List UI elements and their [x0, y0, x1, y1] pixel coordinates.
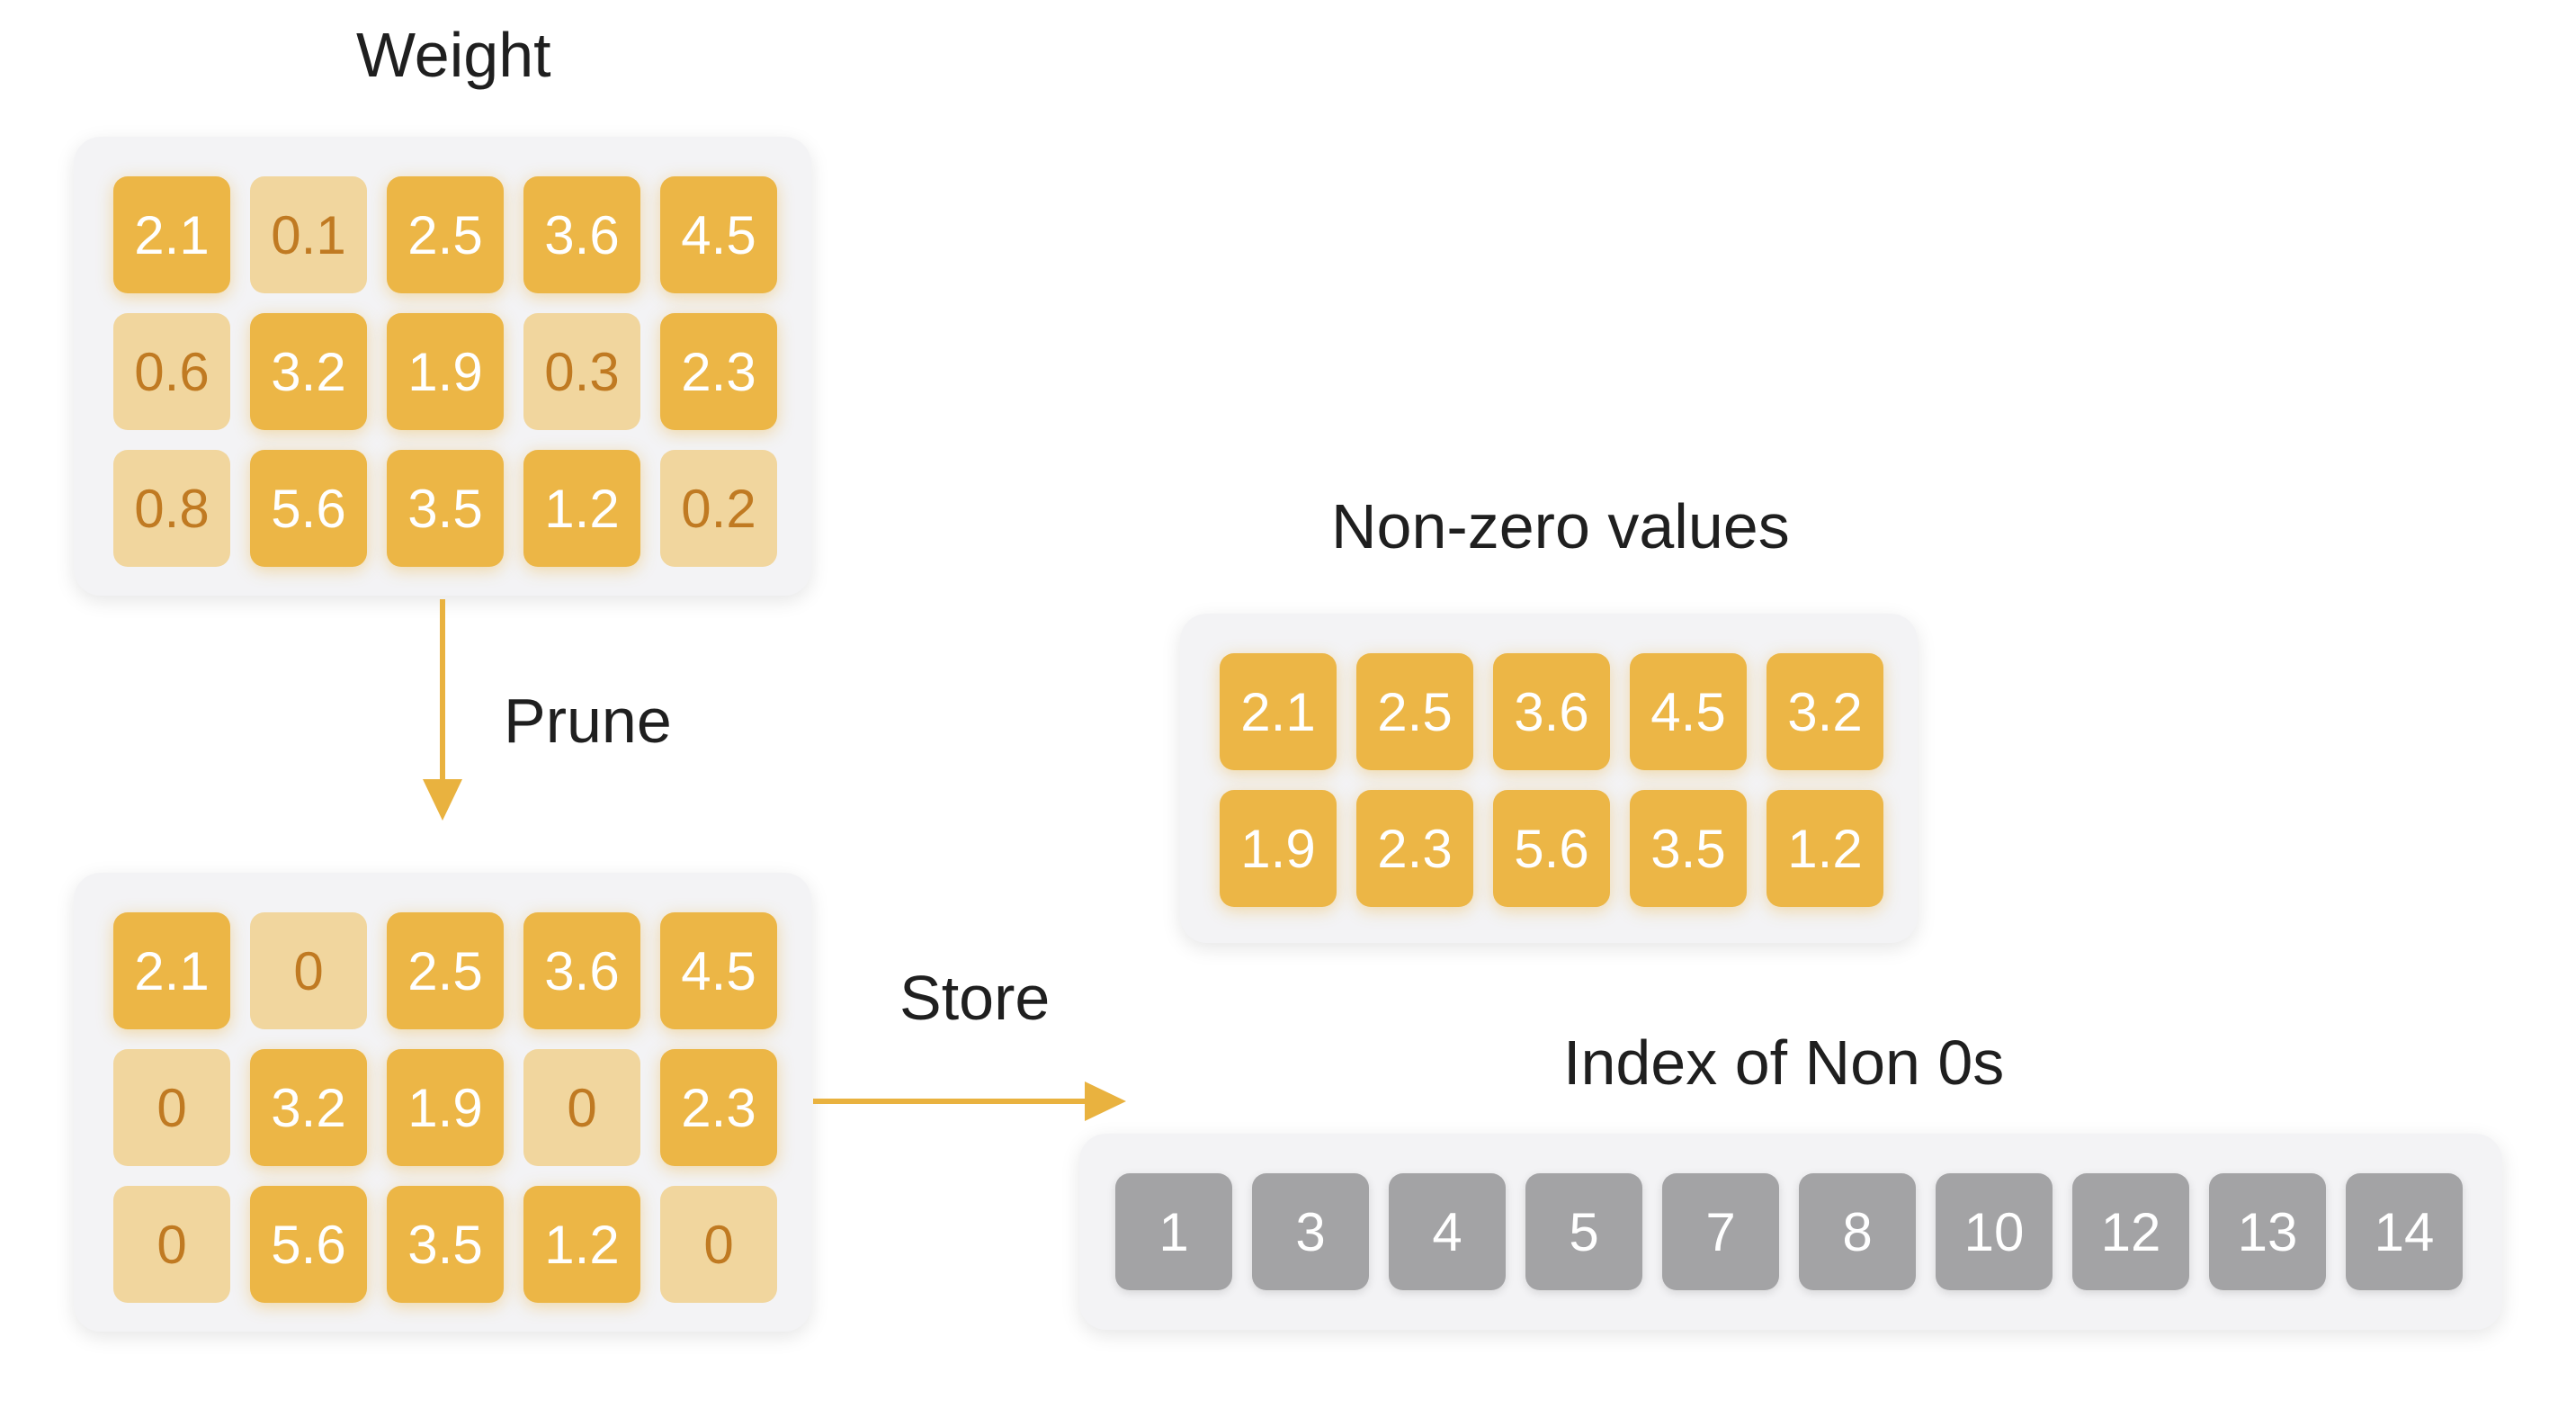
pruned-cell: 3.2	[250, 1049, 367, 1166]
nonzero-value-cell: 1.9	[1220, 790, 1337, 907]
store-arrow	[813, 1081, 1126, 1121]
nonzero-value-cell: 2.5	[1356, 653, 1473, 770]
weight-cell: 4.5	[660, 176, 777, 293]
index-row: 1 3 4 5 7 8 10 12 13 14	[1115, 1173, 2463, 1290]
pruned-cell: 4.5	[660, 912, 777, 1029]
index-cell: 14	[2346, 1173, 2463, 1290]
pruned-cell: 3.5	[387, 1186, 504, 1303]
nonzero-values-panel: 2.1 2.5 3.6 4.5 3.2 1.9 2.3 5.6 3.5 1.2	[1180, 614, 1918, 943]
index-cell: 3	[1252, 1173, 1369, 1290]
weight-cell: 0.1	[250, 176, 367, 293]
index-cell: 10	[1936, 1173, 2053, 1290]
pruned-cell: 2.3	[660, 1049, 777, 1166]
pruned-cell: 0	[660, 1186, 777, 1303]
weight-cell: 1.2	[523, 450, 640, 567]
nonzero-value-cell: 3.5	[1630, 790, 1747, 907]
pruned-cell: 3.6	[523, 912, 640, 1029]
store-label: Store	[899, 963, 1051, 1033]
pruned-matrix-panel: 2.1 0 2.5 3.6 4.5 0 3.2 1.9 0 2.3 0 5.6 3.5 1.2 0	[74, 873, 811, 1332]
weight-cell: 0.3	[523, 313, 640, 430]
nonzero-value-cell: 2.1	[1220, 653, 1337, 770]
weight-matrix: 2.1 0.1 2.5 3.6 4.5 0.6 3.2 1.9 0.3 2.3 0.8 5.6 3.5 1…	[113, 176, 777, 567]
index-cell: 8	[1799, 1173, 1916, 1290]
weight-cell: 3.5	[387, 450, 504, 567]
pruned-cell: 1.9	[387, 1049, 504, 1166]
pruned-matrix: 2.1 0 2.5 3.6 4.5 0 3.2 1.9 0 2.3 0 5.6 3.5 1.2 0	[113, 912, 777, 1303]
weight-cell: 0.8	[113, 450, 230, 567]
index-cell: 5	[1525, 1173, 1642, 1290]
weight-cell: 2.3	[660, 313, 777, 430]
pruned-cell: 5.6	[250, 1186, 367, 1303]
pruned-cell: 0	[250, 912, 367, 1029]
nonzero-values-title: Non-zero values	[1331, 491, 1790, 561]
index-cell: 4	[1389, 1173, 1506, 1290]
weight-cell: 0.6	[113, 313, 230, 430]
nonzero-value-cell: 4.5	[1630, 653, 1747, 770]
index-panel: 1 3 4 5 7 8 10 12 13 14	[1079, 1134, 2502, 1330]
index-cell: 12	[2072, 1173, 2189, 1290]
weight-cell: 5.6	[250, 450, 367, 567]
nonzero-values-grid: 2.1 2.5 3.6 4.5 3.2 1.9 2.3 5.6 3.5 1.2	[1220, 653, 1883, 907]
nonzero-value-cell: 5.6	[1493, 790, 1610, 907]
weight-title: Weight	[356, 20, 551, 90]
pruned-cell: 2.1	[113, 912, 230, 1029]
index-cell: 1	[1115, 1173, 1232, 1290]
weight-cell: 2.5	[387, 176, 504, 293]
nonzero-value-cell: 3.2	[1767, 653, 1883, 770]
index-cell: 13	[2209, 1173, 2326, 1290]
prune-arrow	[423, 599, 462, 821]
nonzero-value-cell: 3.6	[1493, 653, 1610, 770]
pruned-cell: 0	[113, 1049, 230, 1166]
weight-cell: 2.1	[113, 176, 230, 293]
pruned-cell: 0	[523, 1049, 640, 1166]
weight-matrix-panel: 2.1 0.1 2.5 3.6 4.5 0.6 3.2 1.9 0.3 2.3 0.8 5.6 3.5 1…	[74, 137, 811, 596]
weight-cell: 3.6	[523, 176, 640, 293]
nonzero-value-cell: 1.2	[1767, 790, 1883, 907]
pruned-cell: 0	[113, 1186, 230, 1303]
weight-cell: 1.9	[387, 313, 504, 430]
index-cell: 7	[1662, 1173, 1779, 1290]
weight-cell: 3.2	[250, 313, 367, 430]
weight-cell: 0.2	[660, 450, 777, 567]
pruned-cell: 1.2	[523, 1186, 640, 1303]
nonzero-value-cell: 2.3	[1356, 790, 1473, 907]
pruned-cell: 2.5	[387, 912, 504, 1029]
index-title: Index of Non 0s	[1563, 1028, 2005, 1098]
prune-label: Prune	[504, 686, 672, 756]
